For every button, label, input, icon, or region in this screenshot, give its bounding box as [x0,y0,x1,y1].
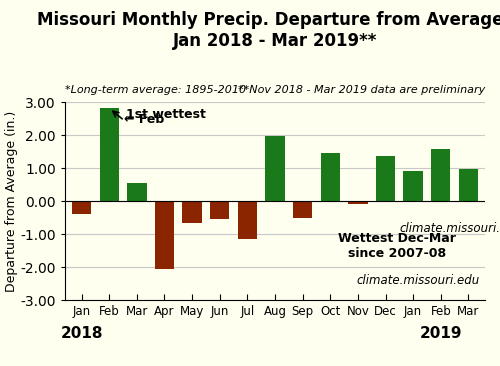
Bar [404,171,423,201]
Text: **Nov 2018 - Mar 2019 data are preliminary: **Nov 2018 - Mar 2019 data are prelimina… [238,85,485,94]
Text: climate.missouri.edu: climate.missouri.edu [400,222,500,235]
Text: 1st wettest: 1st wettest [126,108,206,122]
Bar [266,137,284,201]
Bar [155,201,174,269]
Text: Wettest Dec-Mar
since 2007-08: Wettest Dec-Mar since 2007-08 [338,232,456,260]
Bar [72,201,91,214]
Bar [127,183,146,201]
Bar [210,201,230,219]
Text: *Long-term average: 1895-2010: *Long-term average: 1895-2010 [65,85,246,94]
Bar [293,201,312,218]
Bar [459,169,478,201]
Bar [320,153,340,201]
Text: 2019: 2019 [420,326,462,341]
Bar [431,149,450,201]
Bar [376,156,395,201]
Text: climate.missouri.edu: climate.missouri.edu [356,274,480,287]
Text: Missouri Monthly Precip. Departure from Average*
Jan 2018 - Mar 2019**: Missouri Monthly Precip. Departure from … [38,11,500,50]
Bar [100,108,119,201]
Bar [348,201,368,204]
Text: ← Feb: ← Feb [124,113,164,126]
Text: 2018: 2018 [60,326,103,341]
Bar [238,201,257,239]
Y-axis label: Departure from Average (in.): Departure from Average (in.) [4,111,18,292]
Bar [182,201,202,223]
